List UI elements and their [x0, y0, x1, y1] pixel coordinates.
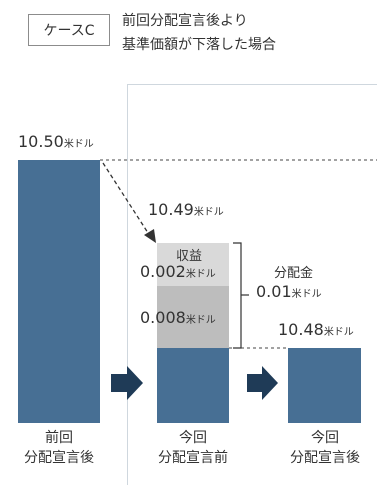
dividend-value: 0.01米ドル [256, 282, 322, 301]
step-arrow-1 [111, 366, 143, 400]
value-after: 10.48米ドル [278, 320, 354, 339]
income-segment-upper [157, 243, 229, 286]
income-label: 収益 [176, 249, 203, 264]
bar-current-before [157, 348, 229, 423]
bar-current-after [288, 348, 361, 423]
title-line-2: 基準価額が下落した場合 [122, 37, 276, 53]
income-part-2: 0.008米ドル [140, 308, 216, 327]
xlabel-current-after: 今回 分配宣言後 [290, 430, 360, 466]
decline-arrow-head [144, 229, 156, 243]
case-label: ケースC [43, 23, 95, 39]
value-before: 10.49米ドル [148, 200, 224, 219]
income-segment-lower [157, 286, 229, 348]
xlabel-current-before: 今回 分配宣言前 [158, 430, 228, 466]
case-label-box: ケースC [28, 14, 110, 46]
step-arrow-2 [247, 366, 278, 400]
title-line-1: 前回分配宣言後より [122, 13, 248, 29]
income-part-1: 0.002米ドル [140, 262, 216, 281]
value-previous: 10.50米ドル [18, 132, 94, 151]
xlabel-previous-after: 前回 分配宣言後 [24, 430, 94, 466]
decline-arrow-line [102, 162, 151, 237]
dividend-bracket [233, 242, 242, 349]
bar-previous-after [18, 160, 100, 423]
dividend-label: 分配金 [274, 266, 314, 281]
